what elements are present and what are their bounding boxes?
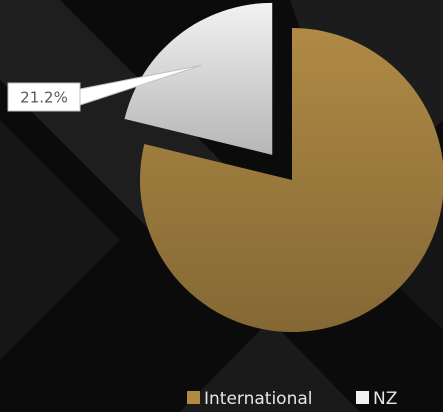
legend-swatch (187, 391, 200, 404)
data-labels: 21.2% (7, 64, 202, 112)
legend-label: NZ (373, 389, 397, 409)
pie (124, 2, 443, 332)
legend-swatch (356, 391, 369, 404)
label-box (7, 82, 81, 112)
data-label: 21.2% (20, 89, 68, 107)
legend-label: International (204, 389, 313, 409)
background-stripe (0, 120, 120, 360)
legend: International NZ (187, 389, 397, 409)
slice-shade (140, 28, 443, 332)
slice-shade (124, 2, 273, 155)
background-stripe (180, 320, 360, 412)
